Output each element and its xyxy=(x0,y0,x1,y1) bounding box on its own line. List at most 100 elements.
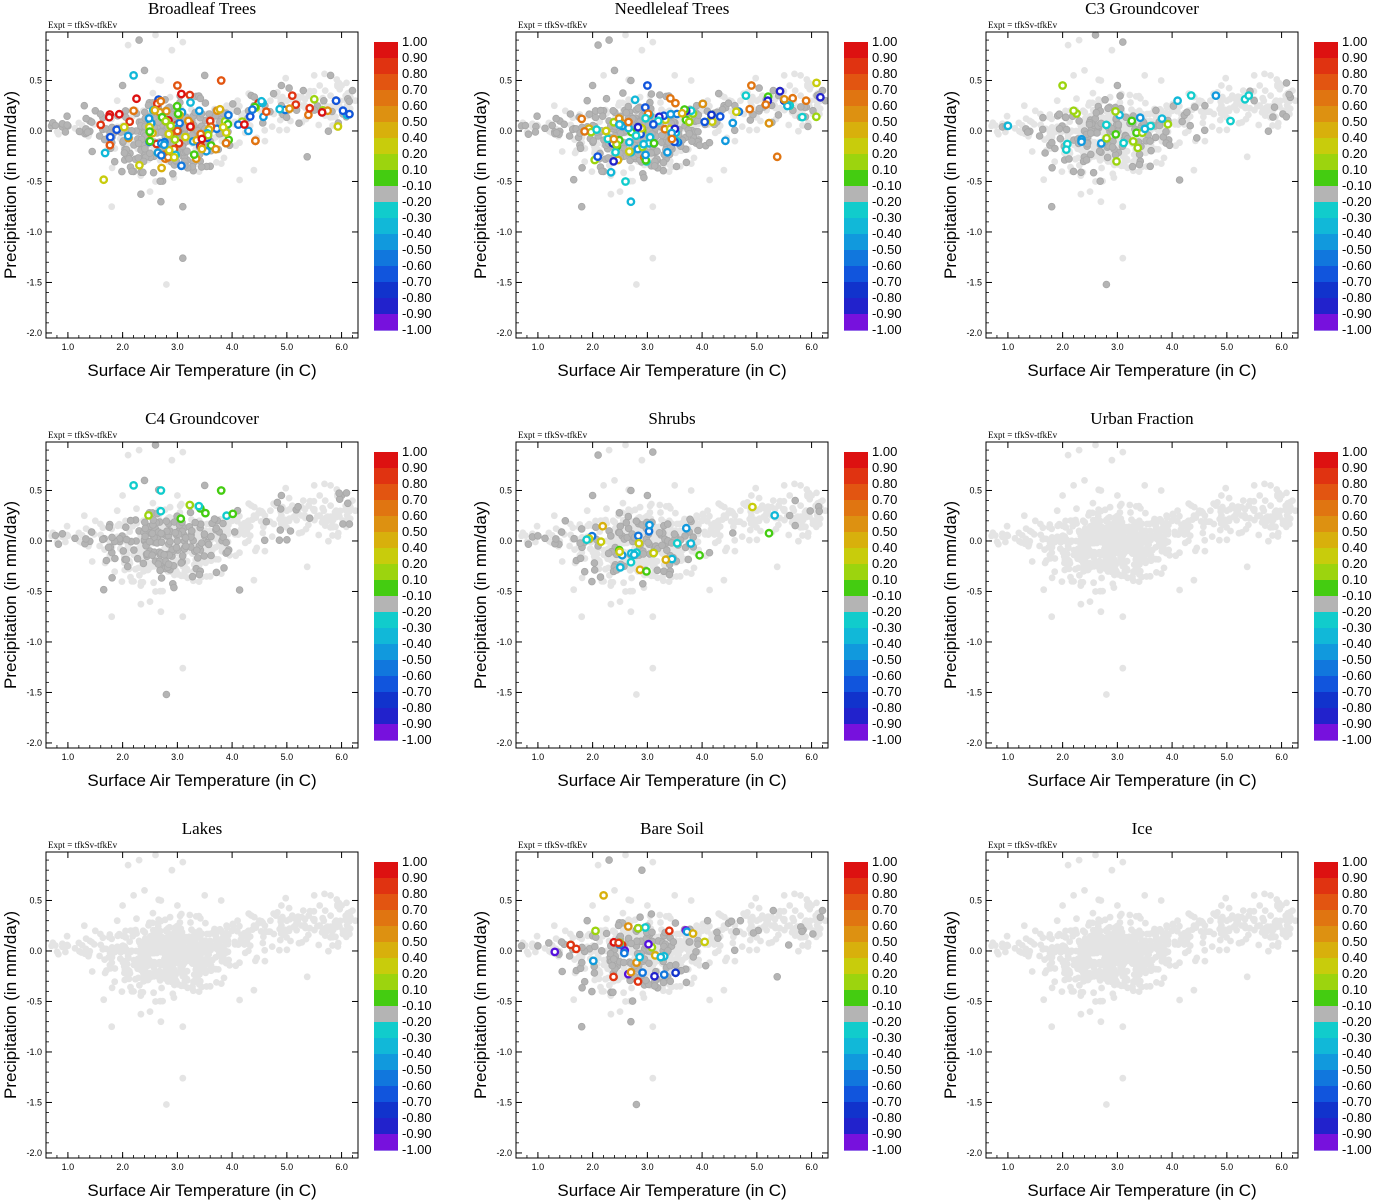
colorbar-label: -1.00 xyxy=(872,322,902,337)
data-point xyxy=(1267,72,1274,79)
colorbar-label: -0.40 xyxy=(402,226,432,241)
data-point xyxy=(1197,108,1205,115)
experiment-label: Expt = tfkSv-tfkEv xyxy=(518,20,588,30)
data-point xyxy=(88,147,96,156)
data-point xyxy=(200,530,209,538)
data-point xyxy=(157,197,165,206)
colorbar-label: 0.20 xyxy=(872,146,897,161)
data-point-colored xyxy=(775,86,785,96)
data-point xyxy=(1119,254,1127,262)
colorbar-label: -0.30 xyxy=(1342,210,1372,225)
x-tick-label: 4.0 xyxy=(696,342,709,352)
data-point xyxy=(1165,111,1172,119)
data-point-colored xyxy=(700,117,710,127)
data-point-colored xyxy=(764,118,774,128)
data-point xyxy=(1276,97,1284,105)
data-point xyxy=(1262,104,1270,112)
data-point xyxy=(205,110,214,118)
colorbar-swatch xyxy=(1314,170,1338,187)
data-point-colored xyxy=(745,104,755,114)
data-point xyxy=(1285,90,1293,99)
data-point xyxy=(137,600,145,608)
data-point xyxy=(299,86,308,95)
colorbar-swatch xyxy=(844,250,868,267)
data-point xyxy=(657,99,664,106)
data-point xyxy=(602,94,611,103)
data-point xyxy=(695,141,704,150)
experiment-label: Expt = tfkSv-tfkEv xyxy=(48,430,118,440)
data-point xyxy=(277,81,286,90)
data-point-colored xyxy=(172,126,182,136)
data-point xyxy=(321,70,328,78)
colorbar-label: 0.70 xyxy=(872,82,897,97)
data-point-colored xyxy=(624,117,633,127)
data-point xyxy=(1238,119,1246,126)
data-point xyxy=(1154,146,1162,153)
y-tick-label: -1.5 xyxy=(496,277,512,287)
data-point xyxy=(1261,112,1269,119)
x-tick-label: 5.0 xyxy=(1221,342,1234,352)
data-point xyxy=(541,124,549,133)
data-point-colored xyxy=(119,122,129,132)
data-point xyxy=(588,168,596,176)
data-point xyxy=(1114,120,1123,129)
colorbar-swatch xyxy=(1314,186,1338,203)
data-point xyxy=(720,166,728,174)
data-point-colored xyxy=(275,104,285,114)
data-point xyxy=(1041,136,1048,143)
data-point xyxy=(598,167,606,176)
data-point xyxy=(108,574,116,582)
data-point xyxy=(1113,81,1122,90)
data-point xyxy=(253,544,261,552)
colorbar-swatch xyxy=(374,250,398,267)
data-point xyxy=(179,613,187,621)
colorbar-label: 0.50 xyxy=(1342,114,1367,129)
colorbar-label: 0.80 xyxy=(402,66,427,81)
data-point xyxy=(1151,133,1160,142)
data-point-colored xyxy=(1211,91,1221,100)
y-tick-label: -2.0 xyxy=(496,328,512,338)
x-axis-label: Surface Air Temperature (in C) xyxy=(87,361,316,380)
data-point xyxy=(672,162,681,171)
data-point xyxy=(179,38,187,46)
data-point xyxy=(591,113,600,122)
data-point xyxy=(1207,97,1214,105)
colorbar-label: -0.70 xyxy=(402,274,432,289)
data-point xyxy=(1047,202,1056,211)
points-layer xyxy=(47,32,358,288)
data-point-colored xyxy=(677,108,687,118)
data-point-colored xyxy=(626,197,636,207)
data-point-colored xyxy=(285,104,294,114)
colorbar-swatch xyxy=(374,58,398,75)
data-point xyxy=(97,520,104,528)
data-point xyxy=(619,89,627,97)
data-point xyxy=(649,203,657,211)
colorbar-swatch xyxy=(1314,218,1338,235)
data-point xyxy=(1274,82,1281,90)
data-point xyxy=(1020,102,1028,110)
experiment-label: Expt = tfkSv-tfkEv xyxy=(988,20,1058,30)
colorbar-swatch xyxy=(1314,298,1338,315)
data-point xyxy=(791,70,798,78)
data-point xyxy=(236,549,243,557)
data-point-colored xyxy=(1096,139,1106,148)
data-point xyxy=(1250,72,1258,79)
data-point xyxy=(1101,96,1109,104)
data-point xyxy=(332,523,339,531)
data-point xyxy=(786,82,794,89)
colorbar-swatch xyxy=(1314,138,1338,155)
data-point-colored xyxy=(157,163,167,173)
data-point xyxy=(797,92,804,99)
data-point-colored xyxy=(150,105,160,115)
data-point xyxy=(682,158,691,167)
data-point xyxy=(156,587,164,595)
data-point-colored xyxy=(1140,124,1150,134)
data-point xyxy=(598,112,607,120)
data-point xyxy=(671,72,679,79)
data-point xyxy=(1261,87,1269,94)
colorbar-swatch xyxy=(1314,90,1338,107)
data-point xyxy=(1173,107,1181,115)
data-point xyxy=(286,505,294,513)
data-point-colored xyxy=(145,127,155,137)
